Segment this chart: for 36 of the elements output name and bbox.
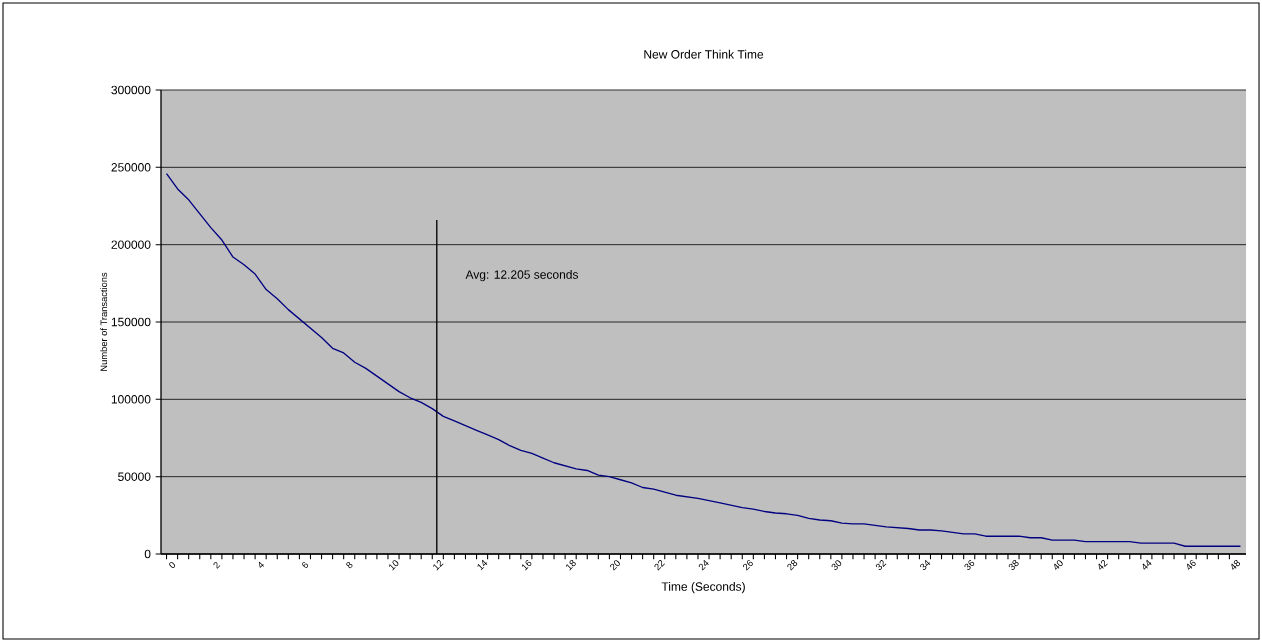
x-tick-label: 32	[875, 560, 887, 570]
y-tick-label: 50000	[118, 472, 151, 481]
x-tick-label: 6	[302, 561, 309, 568]
x-tick-label: 20	[610, 560, 620, 571]
y-tick-label: 0	[144, 549, 151, 559]
x-tick-label: 40	[1054, 560, 1063, 570]
x-tick-label: 28	[787, 560, 798, 571]
x-tick-label: 26	[743, 560, 753, 571]
x-tick-label: 10	[389, 560, 399, 571]
x-tick-label: 38	[1008, 560, 1019, 570]
x-tick-label: 30	[831, 560, 842, 570]
x-tick-label: 4	[258, 561, 264, 568]
chart-title: New Order Think Time	[644, 49, 764, 59]
x-tick-label: 8	[346, 561, 353, 569]
y-axis-title: Number of Transactions	[100, 272, 108, 371]
x-tick-label: 2	[213, 561, 221, 569]
x-tick-label: 14	[477, 559, 488, 571]
x-tick-label: 36	[964, 560, 975, 570]
y-tick-label: 250000	[111, 163, 151, 172]
x-tick-label: 16	[521, 560, 532, 571]
y-tick-label: 150000	[111, 317, 151, 327]
y-tick-label: 100000	[111, 395, 151, 404]
x-tick-label: 22	[654, 560, 665, 571]
x-tick-label: 34	[920, 559, 931, 570]
x-tick-label: 46	[1187, 560, 1196, 570]
x-tick-label: 0	[169, 562, 176, 568]
x-axis-title: Time (Seconds)	[661, 582, 745, 594]
x-tick-label: 42	[1098, 560, 1108, 570]
x-tick-label: 48	[1231, 560, 1241, 570]
ref-line-label: Avg: 12.205 seconds	[465, 270, 579, 282]
x-tick-label: 18	[566, 560, 576, 571]
y-tick-label: 200000	[111, 240, 151, 249]
y-tick-label: 300000	[111, 85, 151, 95]
x-tick-label: 24	[698, 559, 709, 571]
x-tick-label: 44	[1142, 559, 1152, 570]
x-tick-label: 12	[433, 560, 444, 571]
